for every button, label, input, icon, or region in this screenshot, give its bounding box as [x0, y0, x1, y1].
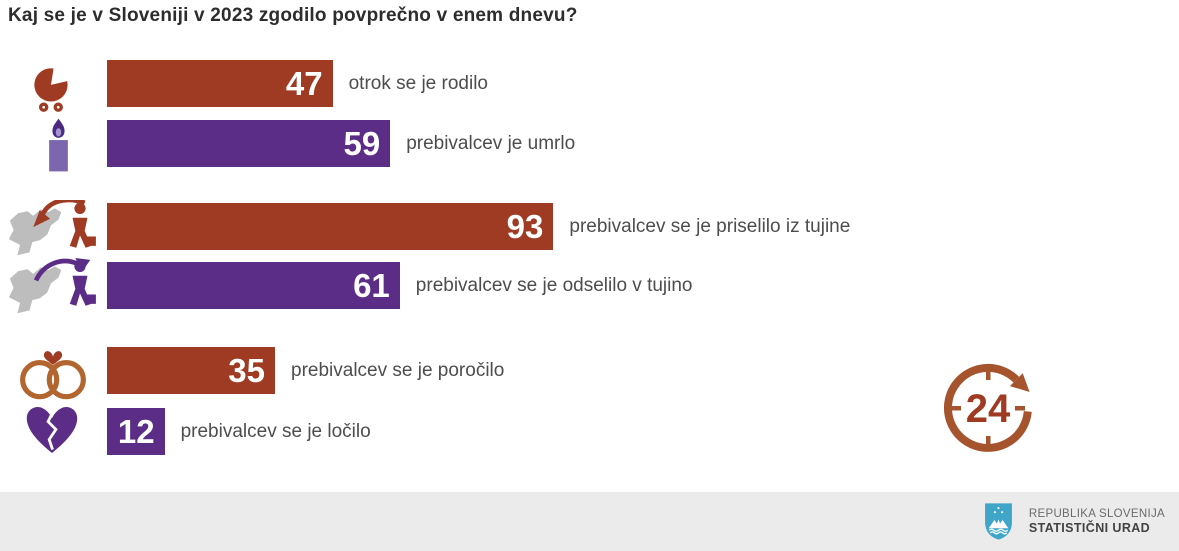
slovenia-coat-of-arms-icon: [984, 503, 1012, 540]
wedding-rings-icon: [16, 346, 90, 400]
bar-row-immigration: 93 prebivalcev se je priselilo iz tujine: [0, 203, 850, 250]
bar-value: 12: [117, 413, 155, 450]
slovenia-map-arrow-in-icon: [2, 200, 100, 258]
clock-label: 24: [966, 387, 1011, 431]
broken-heart-icon: [24, 404, 80, 456]
bar-value: 47: [285, 65, 323, 102]
footer-line2: STATISTIČNI URAD: [1028, 520, 1151, 535]
bar-row-deaths: 59 prebivalcev je umrlo: [0, 120, 575, 167]
bar-immigration: 93: [107, 203, 554, 250]
24-hour-clock-icon: 24: [936, 356, 1040, 460]
bar-emigration: 61: [107, 262, 400, 309]
bar-births: 47: [107, 60, 333, 107]
bar-deaths: 59: [107, 120, 391, 167]
bar-marriages: 35: [107, 347, 275, 394]
bar-label: prebivalcev je umrlo: [406, 132, 576, 154]
statistical-office-logo: REPUBLIKA SLOVENIJA STATISTIČNI URAD: [983, 502, 1179, 541]
baby-pram-icon: [26, 62, 78, 114]
footer-bar: REPUBLIKA SLOVENIJA STATISTIČNI URAD: [0, 492, 1179, 551]
bar-value: 93: [506, 208, 544, 245]
bar-row-emigration: 61 prebivalcev se je odselilo v tujino: [0, 262, 693, 309]
bar-value: 61: [353, 267, 390, 304]
bar-label: prebivalcev se je odselilo v tujino: [415, 274, 693, 296]
bar-row-marriages: 35 prebivalcev se je poročilo: [0, 347, 504, 394]
footer-line1: REPUBLIKA SLOVENIJA: [1028, 507, 1165, 520]
bar-row-divorces: 12 prebivalcev se je ločilo: [0, 408, 371, 455]
bar-label: prebivalcev se je priselilo iz tujine: [569, 215, 851, 237]
page-title: Kaj se je v Sloveniji v 2023 zgodilo pov…: [8, 5, 578, 26]
candle-icon: [42, 116, 75, 174]
bar-label: prebivalcev se je ločilo: [180, 420, 371, 442]
bar-label: otrok se je rodilo: [348, 72, 488, 94]
bar-value: 59: [343, 125, 381, 162]
bar-label: prebivalcev se je poročilo: [291, 359, 505, 381]
bar-row-births: 47 otrok se je rodilo: [0, 60, 488, 107]
bar-divorces: 12: [107, 408, 165, 455]
slovenia-map-arrow-out-icon: [2, 258, 100, 316]
bar-value: 35: [228, 352, 265, 389]
